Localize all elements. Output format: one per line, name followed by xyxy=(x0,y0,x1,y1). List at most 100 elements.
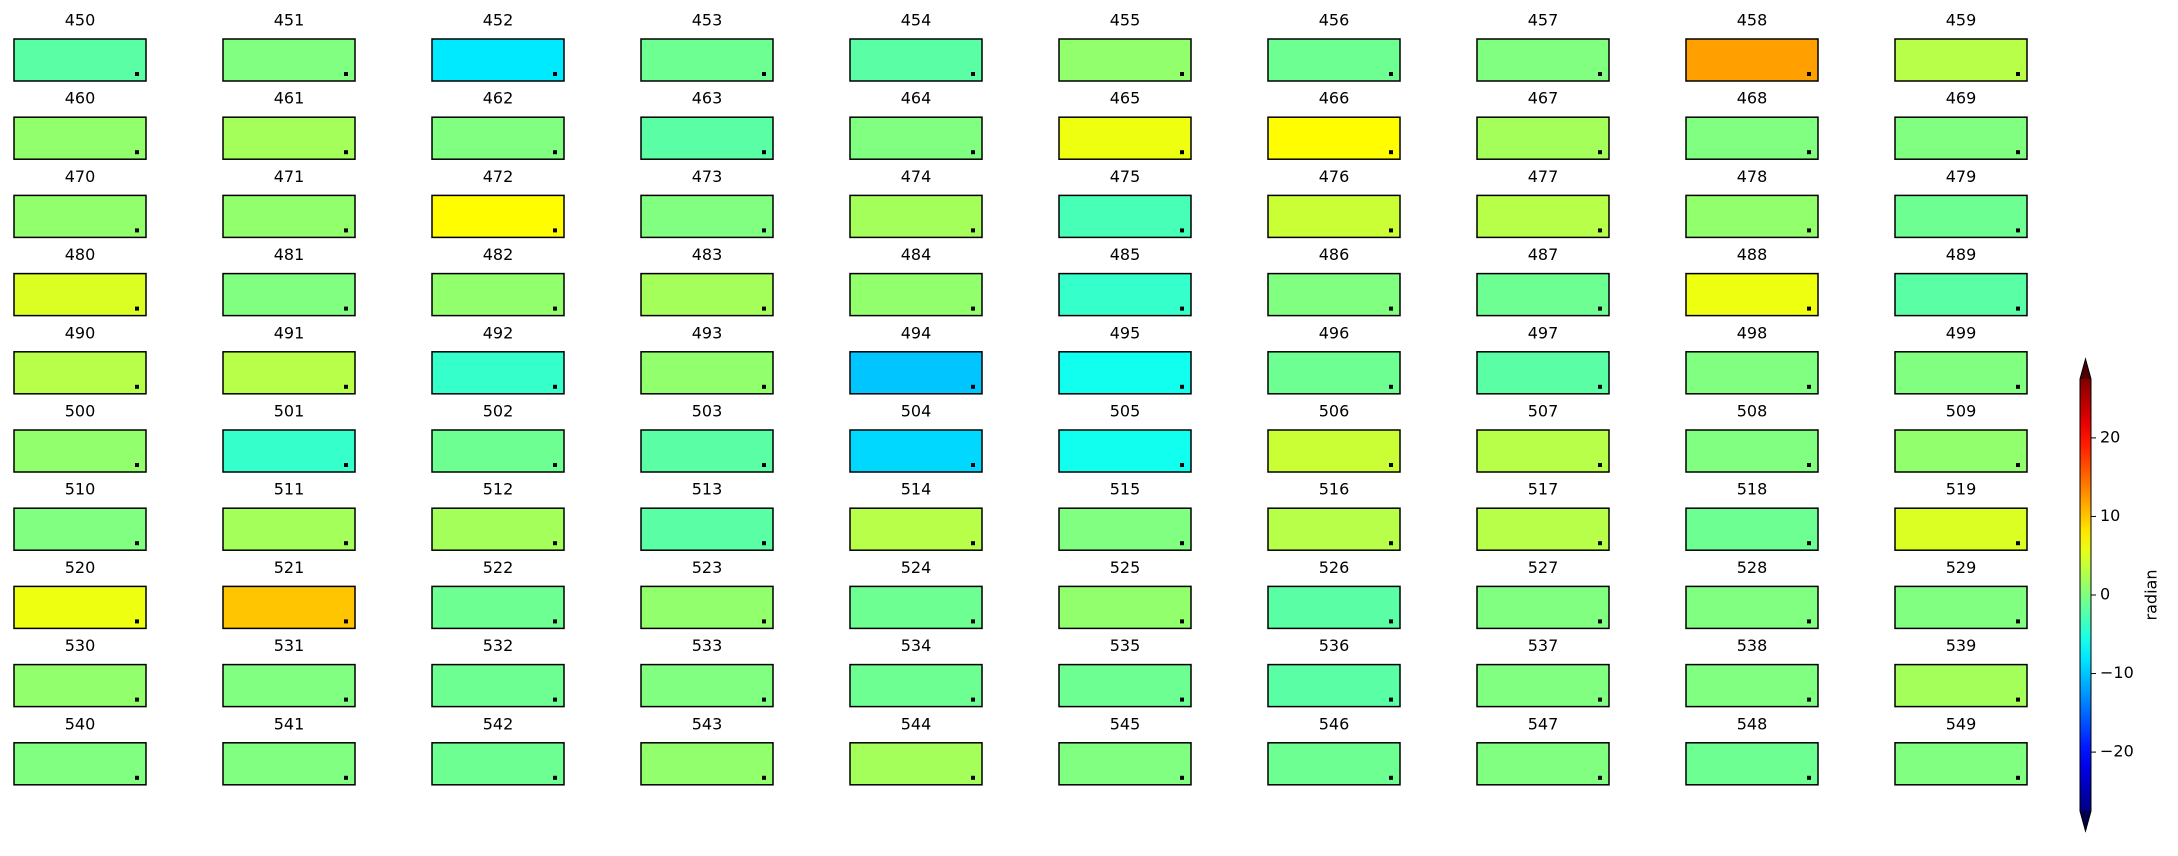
panel-dot xyxy=(971,463,975,467)
panel-title: 501 xyxy=(274,402,305,421)
panel-dot xyxy=(553,463,557,467)
panel xyxy=(431,742,565,786)
panel-dot xyxy=(553,228,557,233)
panel-dot xyxy=(1598,72,1602,76)
panel-title: 508 xyxy=(1737,402,1768,421)
panel-dot xyxy=(553,697,557,702)
panel-dot xyxy=(1389,697,1393,702)
panel xyxy=(431,585,565,630)
panel xyxy=(222,585,356,630)
panel-title: 467 xyxy=(1528,89,1559,108)
panel-title: 548 xyxy=(1737,714,1768,733)
panel-dot xyxy=(971,697,975,702)
panel xyxy=(13,351,147,395)
panel xyxy=(1476,272,1610,317)
panel-title: 515 xyxy=(1110,480,1141,499)
panel xyxy=(222,429,356,473)
panel-dot xyxy=(1180,775,1184,780)
panel xyxy=(13,742,147,786)
panel xyxy=(1894,38,2028,82)
panel-title: 455 xyxy=(1110,11,1141,30)
panel-title: 514 xyxy=(901,480,932,499)
panel-dot xyxy=(2016,72,2020,76)
panel-dot xyxy=(344,72,348,76)
panel-dot xyxy=(762,463,766,467)
panel xyxy=(640,507,774,551)
panel xyxy=(1685,663,1819,708)
panel-dot xyxy=(1807,619,1811,624)
panel-title: 517 xyxy=(1528,480,1559,499)
panel xyxy=(1476,663,1610,708)
panel-dot xyxy=(971,228,975,233)
panel-dot xyxy=(135,228,139,233)
panel-title: 484 xyxy=(901,245,932,264)
panel-title: 534 xyxy=(901,636,932,655)
panel-title: 523 xyxy=(692,558,723,577)
panel-title: 460 xyxy=(65,89,96,108)
panel-dot xyxy=(971,619,975,624)
panel-dot xyxy=(971,306,975,311)
panel xyxy=(640,585,774,630)
panel xyxy=(849,507,983,551)
panel-title: 481 xyxy=(274,245,305,264)
panel-title: 516 xyxy=(1319,480,1350,499)
panel-dot xyxy=(1807,150,1811,155)
panel-dot xyxy=(135,619,139,624)
panel-dot xyxy=(1598,619,1602,624)
panel-title: 452 xyxy=(483,11,514,30)
panel xyxy=(1894,429,2028,473)
panel-dot xyxy=(2016,384,2020,389)
panel-dot xyxy=(1180,541,1184,546)
panel-dot xyxy=(762,72,766,76)
panel xyxy=(222,663,356,708)
panel xyxy=(1476,116,1610,160)
panel-dot xyxy=(1598,306,1602,311)
panel xyxy=(1685,351,1819,395)
panel-dot xyxy=(2016,306,2020,311)
panel-title: 492 xyxy=(483,323,514,342)
panel-title: 532 xyxy=(483,636,514,655)
panel-dot xyxy=(1598,775,1602,780)
panel xyxy=(431,38,565,82)
panel xyxy=(1894,585,2028,630)
panel-title: 500 xyxy=(65,402,96,421)
panel-dot xyxy=(344,384,348,389)
panel-title: 539 xyxy=(1946,636,1977,655)
panel-dot xyxy=(135,541,139,546)
panel xyxy=(13,116,147,160)
panel-title: 463 xyxy=(692,89,723,108)
panel xyxy=(1058,116,1192,160)
panel-title: 504 xyxy=(901,402,932,421)
panel-dot xyxy=(135,150,139,155)
panel xyxy=(13,663,147,708)
panel xyxy=(849,272,983,317)
panel-dot xyxy=(1807,697,1811,702)
panel-title: 498 xyxy=(1737,323,1768,342)
panel xyxy=(849,585,983,630)
panel-dot xyxy=(135,697,139,702)
panel-title: 522 xyxy=(483,558,514,577)
panel-title: 509 xyxy=(1946,402,1977,421)
panel xyxy=(849,429,983,473)
panel-dot xyxy=(762,384,766,389)
panel xyxy=(1058,585,1192,630)
panel-title: 462 xyxy=(483,89,514,108)
panel-dot xyxy=(1598,541,1602,546)
panel xyxy=(222,351,356,395)
panel xyxy=(431,351,565,395)
panel-dot xyxy=(344,619,348,624)
panel-title: 470 xyxy=(65,167,96,186)
panel-title: 468 xyxy=(1737,89,1768,108)
panel-dot xyxy=(135,775,139,780)
panel xyxy=(1058,429,1192,473)
panel-title: 530 xyxy=(65,636,96,655)
panel xyxy=(13,272,147,317)
panel-dot xyxy=(553,72,557,76)
panel xyxy=(1894,116,2028,160)
panel-dot xyxy=(553,541,557,546)
panel xyxy=(1685,429,1819,473)
panel-dot xyxy=(1180,463,1184,467)
colorbar-extend-min xyxy=(2080,811,2091,831)
panel-dot xyxy=(1180,150,1184,155)
